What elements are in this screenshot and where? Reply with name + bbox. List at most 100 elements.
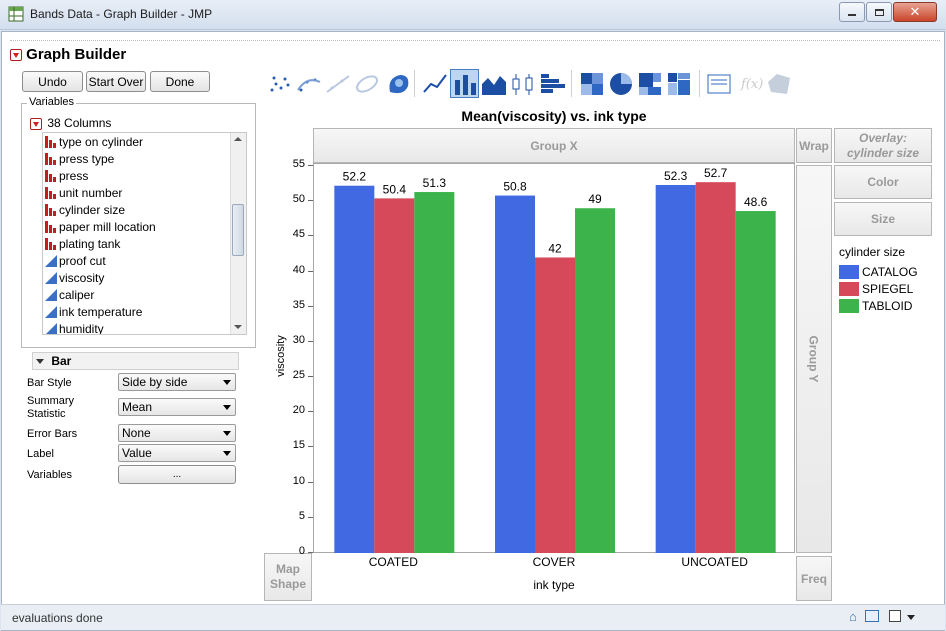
scroll-down-icon[interactable] xyxy=(234,325,242,329)
mosaic-icon[interactable] xyxy=(664,69,693,98)
start-over-button[interactable]: Start Over xyxy=(86,71,146,92)
column-item[interactable]: humidity xyxy=(43,320,246,335)
bar-uncoated-spiegel[interactable] xyxy=(695,182,736,553)
formula-icon[interactable]: f(x) xyxy=(735,69,764,98)
group-x-zone[interactable]: Group X xyxy=(313,128,795,163)
table-view-icon[interactable] xyxy=(865,610,879,622)
y-tick-mark xyxy=(308,481,313,483)
continuous-column-icon xyxy=(45,288,57,301)
columns-list[interactable]: type on cylinder press type press unit numb… xyxy=(42,132,247,335)
size-zone[interactable]: Size xyxy=(834,202,932,236)
heatmap-icon[interactable] xyxy=(577,69,606,98)
line-of-fit-icon[interactable] xyxy=(323,69,352,98)
bar-coated-catalog[interactable] xyxy=(334,185,375,553)
panel-grip[interactable] xyxy=(10,40,940,44)
x-axis-label: ink type xyxy=(533,578,575,592)
bar-coated-spiegel[interactable] xyxy=(374,198,415,553)
freq-zone[interactable]: Freq xyxy=(796,556,832,601)
error-bars-select[interactable]: None xyxy=(118,424,236,442)
bar-section-header[interactable]: Bar xyxy=(32,352,239,370)
columns-header[interactable]: 38 Columns xyxy=(30,116,111,130)
toolbar-separator xyxy=(699,70,700,97)
y-tick-mark xyxy=(308,340,313,342)
column-item[interactable]: viscosity xyxy=(43,269,246,286)
y-tick-label: 5 xyxy=(298,509,305,522)
color-zone[interactable]: Color xyxy=(834,165,932,199)
column-item[interactable]: cylinder size xyxy=(43,201,246,218)
bar-coated-tabloid[interactable] xyxy=(414,192,455,553)
legend-label: SPIEGEL xyxy=(862,282,914,296)
y-tick-mark xyxy=(308,552,313,553)
column-item[interactable]: ink temperature xyxy=(43,303,246,320)
column-item[interactable]: proof cut xyxy=(43,252,246,269)
columns-menu-icon[interactable] xyxy=(30,117,42,130)
bar-uncoated-catalog[interactable] xyxy=(655,184,696,554)
group-y-zone[interactable]: Group Y xyxy=(796,165,832,553)
bar-chart-svg: 52.2 50.4 51.3 50.8 42 49 52.3 52.7 48.6 xyxy=(334,166,776,554)
summary-statistic-select[interactable]: Mean xyxy=(118,398,236,416)
continuous-column-icon xyxy=(45,271,57,284)
done-button[interactable]: Done xyxy=(150,71,210,92)
y-tick-label: 40 xyxy=(292,263,305,276)
column-name: cylinder size xyxy=(59,202,126,217)
bar-icon[interactable] xyxy=(450,69,479,98)
graph-builder-header[interactable]: Graph Builder xyxy=(10,46,126,63)
y-tick-mark xyxy=(308,235,313,237)
bar-style-select[interactable]: Side by side xyxy=(118,373,236,391)
legend-item[interactable]: TABLOID xyxy=(839,299,912,313)
plot-area[interactable]: 52.2 50.4 51.3 50.8 42 49 52.3 52.7 48.6 xyxy=(313,163,795,554)
home-icon[interactable]: ⌂ xyxy=(849,609,857,624)
dropdown-icon[interactable] xyxy=(907,615,915,620)
data-label: 52.3 xyxy=(664,169,688,183)
column-item[interactable]: caliper xyxy=(43,286,246,303)
bar-uncoated-tabloid[interactable] xyxy=(735,211,776,554)
bar-cover-tabloid[interactable] xyxy=(575,208,615,553)
columns-scroll-thumb[interactable] xyxy=(232,204,244,256)
legend-item[interactable]: CATALOG xyxy=(839,265,918,279)
window-title: Bands Data - Graph Builder - JMP xyxy=(30,7,213,21)
label-option-select[interactable]: Value xyxy=(118,444,236,462)
red-triangle-menu-icon[interactable] xyxy=(10,49,22,62)
y-tick-mark xyxy=(308,446,313,448)
bar-cover-spiegel[interactable] xyxy=(535,257,575,553)
column-item[interactable]: paper mill location xyxy=(43,218,246,235)
scroll-up-icon[interactable] xyxy=(234,137,242,141)
map-shapes-icon[interactable] xyxy=(764,69,793,98)
undo-button[interactable]: Undo xyxy=(22,71,83,92)
checkbox-icon[interactable] xyxy=(889,610,901,622)
map-shape-zone[interactable]: Map Shape xyxy=(264,553,312,601)
column-item[interactable]: plating tank xyxy=(43,235,246,252)
data-label: 52.2 xyxy=(343,170,367,184)
line-icon[interactable] xyxy=(420,69,449,98)
bar-cover-catalog[interactable] xyxy=(495,195,535,553)
column-item[interactable]: unit number xyxy=(43,184,246,201)
y-tick-label: 35 xyxy=(292,298,305,311)
window-titlebar[interactable]: Bands Data - Graph Builder - JMP ✕ xyxy=(0,0,946,30)
collapse-icon[interactable] xyxy=(36,359,44,365)
overlay-zone[interactable]: Overlay: cylinder size xyxy=(834,128,932,163)
minimize-button[interactable] xyxy=(839,2,865,22)
ellipse-icon[interactable] xyxy=(352,69,381,98)
smoother-icon[interactable] xyxy=(294,69,323,98)
column-item[interactable]: press xyxy=(43,167,246,184)
toolbar-separator xyxy=(571,70,572,97)
close-button[interactable]: ✕ xyxy=(893,2,937,22)
column-item[interactable]: type on cylinder xyxy=(43,133,246,150)
histogram-icon[interactable] xyxy=(537,69,566,98)
box-plot-icon[interactable] xyxy=(508,69,537,98)
chevron-down-icon xyxy=(223,431,231,436)
legend-item[interactable]: SPIEGEL xyxy=(839,282,913,296)
column-item[interactable]: press type xyxy=(43,150,246,167)
wrap-zone[interactable]: Wrap xyxy=(796,128,832,163)
maximize-button[interactable] xyxy=(866,2,892,22)
treemap-icon[interactable] xyxy=(635,69,664,98)
data-label: 49 xyxy=(588,192,602,206)
area-icon[interactable] xyxy=(479,69,508,98)
column-name: humidity xyxy=(59,321,104,335)
pie-icon[interactable] xyxy=(606,69,635,98)
y-tick-label: 20 xyxy=(292,404,305,417)
variables-button[interactable]: ... xyxy=(118,465,236,484)
points-icon[interactable] xyxy=(265,69,294,98)
caption-box-icon[interactable] xyxy=(704,69,733,98)
contour-icon[interactable] xyxy=(383,69,412,98)
